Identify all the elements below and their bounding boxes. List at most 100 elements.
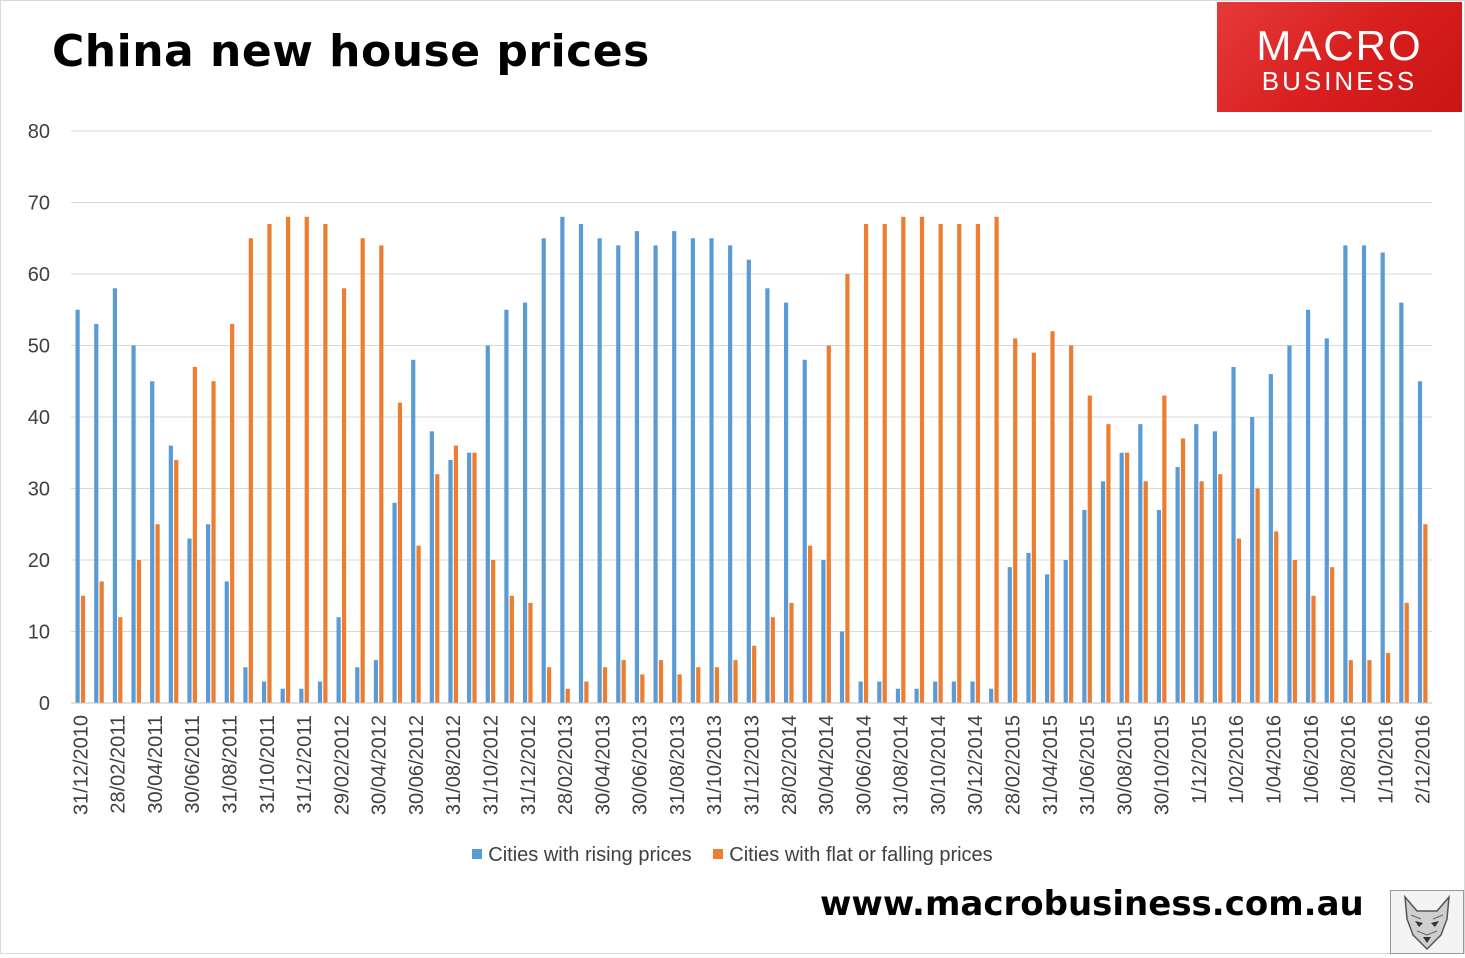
x-tick-label: 31/08/2013 xyxy=(667,715,689,815)
bar-falling xyxy=(1218,474,1223,703)
bar-rising xyxy=(261,681,267,703)
bar-rising xyxy=(187,538,192,703)
bar-rising xyxy=(131,345,136,703)
bar-falling xyxy=(80,595,86,703)
x-tick-label: 30/04/2013 xyxy=(592,715,614,815)
x-tick-label: 30/12/2014 xyxy=(965,715,987,815)
bar-falling xyxy=(379,245,384,703)
legend-item-rising: Cities with rising prices xyxy=(472,844,692,867)
bar-rising xyxy=(1100,481,1106,703)
legend-swatch-rising xyxy=(472,848,483,859)
bar-falling xyxy=(174,459,179,703)
x-tick-label: 29/02/2012 xyxy=(331,715,353,815)
bar-rising xyxy=(467,452,472,703)
bar-rising xyxy=(1268,374,1273,703)
x-tick-label: 30/04/2011 xyxy=(145,715,167,814)
x-tick-label: 30/06/2014 xyxy=(853,715,875,815)
x-tick-label: 1/10/2016 xyxy=(1375,715,1397,804)
x-tick-label: 31/04/2015 xyxy=(1040,715,1062,815)
bar-rising xyxy=(429,431,434,703)
y-tick-label: 70 xyxy=(28,193,50,215)
bar-rising xyxy=(616,245,621,703)
bar-falling xyxy=(882,223,887,703)
bar-rising xyxy=(1324,338,1329,703)
wolf-logo-icon-drawing xyxy=(1404,894,1450,951)
bar-falling xyxy=(863,223,869,703)
bar-rising xyxy=(504,309,509,703)
bar-rising xyxy=(560,216,565,704)
bar-rising xyxy=(1343,245,1348,703)
bar-falling xyxy=(1087,395,1092,703)
y-tick-label: 40 xyxy=(28,407,50,429)
bar-rising xyxy=(150,381,155,703)
bar-rising xyxy=(951,681,956,703)
logo-line-macro: MACRO xyxy=(1256,22,1423,69)
bar-falling xyxy=(1031,352,1036,703)
bar-falling xyxy=(1404,602,1409,703)
bar-falling xyxy=(919,216,925,704)
bar-falling xyxy=(677,674,682,703)
bar-rising xyxy=(1380,252,1385,704)
bar-rising xyxy=(690,238,695,703)
x-tick-label: 1/12/2015 xyxy=(1189,715,1211,804)
y-tick-label: 50 xyxy=(28,336,50,358)
bar-falling xyxy=(938,223,943,703)
bar-falling xyxy=(752,645,757,703)
bar-falling xyxy=(1013,338,1018,703)
bar-rising xyxy=(765,288,770,703)
wolf-logo-icon xyxy=(1390,890,1464,954)
x-tick-label: 31/12/2013 xyxy=(742,715,764,815)
bar-rising xyxy=(1063,560,1068,703)
bar-falling xyxy=(248,238,253,703)
x-tick-label: 31/08/2014 xyxy=(891,715,913,815)
bar-rising xyxy=(1026,552,1031,703)
x-tick-label: 31/10/2013 xyxy=(704,715,726,815)
bar-falling xyxy=(1311,595,1316,703)
bar-rising xyxy=(746,259,751,703)
bar-rising xyxy=(783,302,789,703)
bar-rising xyxy=(522,302,528,703)
bar-rising xyxy=(1306,309,1311,703)
bar-falling xyxy=(1274,531,1279,703)
x-tick-label: 1/08/2016 xyxy=(1338,715,1360,804)
bar-falling xyxy=(136,560,142,703)
x-tick-label: 30/10/2015 xyxy=(1152,715,1174,815)
bar-rising xyxy=(1138,424,1143,703)
bar-falling xyxy=(230,324,235,703)
x-tick-label: 31/12/2011 xyxy=(294,715,316,814)
bar-rising xyxy=(895,688,901,703)
legend-item-falling: Cities with flat or falling prices xyxy=(713,844,993,867)
y-tick-label: 10 xyxy=(28,622,50,644)
x-tick-label: 2/12/2016 xyxy=(1413,715,1435,804)
bar-rising xyxy=(317,681,323,703)
bar-rising xyxy=(1156,509,1162,703)
bar-rising xyxy=(336,617,341,703)
bar-rising xyxy=(1250,417,1255,703)
bar-falling xyxy=(1199,481,1204,703)
bar-rising xyxy=(914,688,919,703)
bar-falling xyxy=(957,223,962,703)
bar-falling xyxy=(714,667,720,703)
bar-rising xyxy=(541,238,546,703)
legend-label-falling: Cities with flat or falling prices xyxy=(729,844,993,866)
bar-falling xyxy=(1367,660,1372,703)
y-tick-label: 30 xyxy=(28,479,50,501)
x-tick-label: 31/12/2012 xyxy=(518,715,540,815)
bar-rising xyxy=(970,681,975,703)
bar-rising xyxy=(168,445,173,703)
bar-rising xyxy=(597,238,602,703)
bar-falling xyxy=(1348,660,1353,703)
x-tick-label: 1/04/2016 xyxy=(1264,715,1286,804)
x-tick-label: 28/02/2013 xyxy=(555,715,577,815)
bar-falling xyxy=(453,445,458,703)
bar-falling xyxy=(547,667,552,703)
bar-rising xyxy=(280,688,285,703)
bar-rising xyxy=(1045,574,1050,703)
y-tick-label: 60 xyxy=(28,264,50,286)
bar-falling xyxy=(770,617,775,703)
bar-falling xyxy=(99,581,104,703)
bar-falling xyxy=(901,216,906,704)
x-tick-label: 30/06/2013 xyxy=(630,715,652,815)
bar-rising xyxy=(392,502,397,703)
